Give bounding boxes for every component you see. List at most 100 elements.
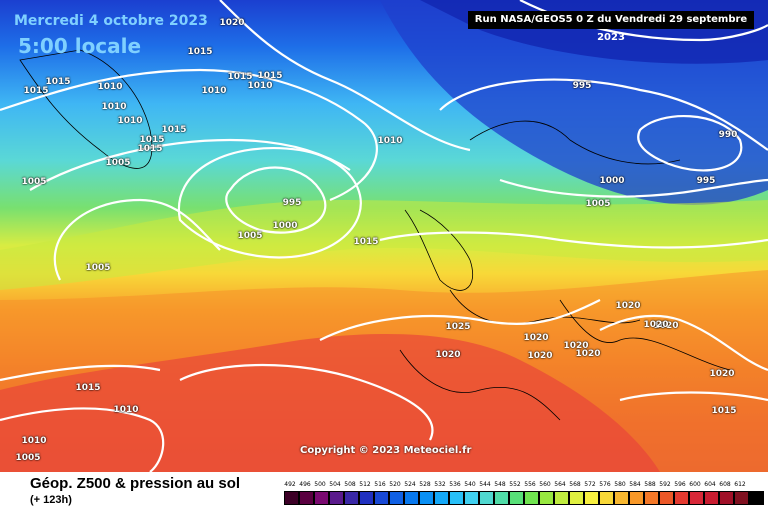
model-run-label: Run NASA/GEOS5 0 Z du Vendredi 29 septem… bbox=[468, 11, 754, 43]
legend-value: 516 bbox=[374, 481, 386, 488]
legend-swatch bbox=[644, 491, 659, 505]
isobar-label: 995 bbox=[572, 81, 592, 91]
isobar-label: 1010 bbox=[377, 136, 403, 146]
isobar-label: 1020 bbox=[523, 333, 549, 343]
legend-swatch bbox=[584, 491, 599, 505]
isobar-label: 1000 bbox=[272, 221, 298, 231]
isobar-label: 1015 bbox=[161, 125, 187, 135]
legend-swatch bbox=[554, 491, 569, 505]
legend-value: 536 bbox=[449, 481, 461, 488]
copyright-notice: Copyright © 2023 Meteociel.fr bbox=[300, 445, 472, 456]
legend-value: 544 bbox=[479, 481, 491, 488]
isobars bbox=[0, 0, 768, 472]
isobar-label: 1010 bbox=[117, 116, 143, 126]
legend-swatch bbox=[434, 491, 449, 505]
legend-swatch bbox=[479, 491, 494, 505]
color-scale-legend: 492 496 500 504 508 512 516 520 524 528 532 536 540 5… bbox=[284, 481, 764, 509]
isobar-label: 1010 bbox=[21, 436, 47, 446]
legend-value: 524 bbox=[404, 481, 416, 488]
isobar-label: 1015 bbox=[711, 406, 737, 416]
geopotential-field bbox=[0, 0, 768, 472]
forecast-range: (+ 123h) bbox=[30, 494, 72, 506]
legend-swatch bbox=[524, 491, 539, 505]
isobar-label: 1010 bbox=[247, 81, 273, 91]
legend-value: 584 bbox=[629, 481, 641, 488]
legend-swatch bbox=[419, 491, 434, 505]
legend-swatch bbox=[734, 491, 749, 505]
legend-swatch bbox=[704, 491, 719, 505]
z500-high-core bbox=[0, 334, 660, 472]
isobar-label: 1005 bbox=[105, 158, 131, 168]
isobar-label: 990 bbox=[718, 130, 738, 140]
legend-value: 572 bbox=[584, 481, 596, 488]
isobar-label: 1000 bbox=[599, 176, 625, 186]
isobar-label: 1015 bbox=[187, 47, 213, 57]
legend-swatch bbox=[659, 491, 674, 505]
isobar-label: 1005 bbox=[585, 199, 611, 209]
isobar-label: 1015 bbox=[45, 77, 71, 87]
isobar-label: 1015 bbox=[257, 71, 283, 81]
legend-swatch bbox=[329, 491, 344, 505]
legend-value: 508 bbox=[344, 481, 356, 488]
isobar-label: 1010 bbox=[201, 86, 227, 96]
legend-swatch bbox=[449, 491, 464, 505]
legend-swatch bbox=[539, 491, 554, 505]
legend-value: 612 bbox=[734, 481, 746, 488]
legend-value: 560 bbox=[539, 481, 551, 488]
legend-value: 592 bbox=[659, 481, 671, 488]
legend-value: 576 bbox=[599, 481, 611, 488]
legend-value: 588 bbox=[644, 481, 656, 488]
legend-value: 528 bbox=[419, 481, 431, 488]
legend-value: 596 bbox=[674, 481, 686, 488]
legend-swatch bbox=[689, 491, 704, 505]
legend-value: 496 bbox=[299, 481, 311, 488]
forecast-local-time: 5:00 locale bbox=[18, 34, 142, 58]
legend-value: 500 bbox=[314, 481, 326, 488]
legend-swatch bbox=[629, 491, 644, 505]
legend-swatch bbox=[299, 491, 314, 505]
legend-value: 604 bbox=[704, 481, 716, 488]
legend-swatch bbox=[509, 491, 524, 505]
legend-value: 504 bbox=[329, 481, 341, 488]
legend-value: 540 bbox=[464, 481, 476, 488]
isobar-label: 1020 bbox=[653, 321, 679, 331]
isobar-label: 1010 bbox=[101, 102, 127, 112]
isobar-label: 1005 bbox=[85, 263, 111, 273]
legend-value: 532 bbox=[434, 481, 446, 488]
forecast-date: Mercredi 4 octobre 2023 bbox=[14, 13, 208, 29]
legend-value: 564 bbox=[554, 481, 566, 488]
legend-swatch bbox=[674, 491, 689, 505]
isobar-label: 995 bbox=[282, 198, 302, 208]
isobar-label: 1010 bbox=[97, 82, 123, 92]
legend-swatch bbox=[749, 491, 764, 505]
isobar-label: 1020 bbox=[575, 349, 601, 359]
legend-swatch bbox=[599, 491, 614, 505]
isobar-label: 1015 bbox=[75, 383, 101, 393]
legend-swatch bbox=[284, 491, 299, 505]
legend-swatch bbox=[404, 491, 419, 505]
map-footer: Géop. Z500 & pression au sol (+ 123h) 49… bbox=[0, 472, 768, 512]
isobar-label: 1020 bbox=[615, 301, 641, 311]
isobar-label: 1005 bbox=[237, 231, 263, 241]
isobar-label: 1015 bbox=[227, 72, 253, 82]
isobar-label: 1020 bbox=[563, 341, 589, 351]
isobar-label: 1010 bbox=[113, 405, 139, 415]
legend-swatch bbox=[464, 491, 479, 505]
legend-value: 552 bbox=[509, 481, 521, 488]
legend-value: 548 bbox=[494, 481, 506, 488]
isobar-label: 1020 bbox=[527, 351, 553, 361]
legend-value: 568 bbox=[569, 481, 581, 488]
isobar-label: 1020 bbox=[435, 350, 461, 360]
legend-value: 608 bbox=[719, 481, 731, 488]
isobar-label: 1015 bbox=[139, 135, 165, 145]
isobar-label: 1015 bbox=[353, 237, 379, 247]
legend-value: 512 bbox=[359, 481, 371, 488]
legend-swatch bbox=[344, 491, 359, 505]
coastlines bbox=[19, 49, 731, 421]
legend-swatch bbox=[314, 491, 329, 505]
legend-swatch bbox=[494, 491, 509, 505]
legend-value: 600 bbox=[689, 481, 701, 488]
isobar-label: 1020 bbox=[219, 18, 245, 28]
legend-value: 580 bbox=[614, 481, 626, 488]
legend-swatch bbox=[614, 491, 629, 505]
